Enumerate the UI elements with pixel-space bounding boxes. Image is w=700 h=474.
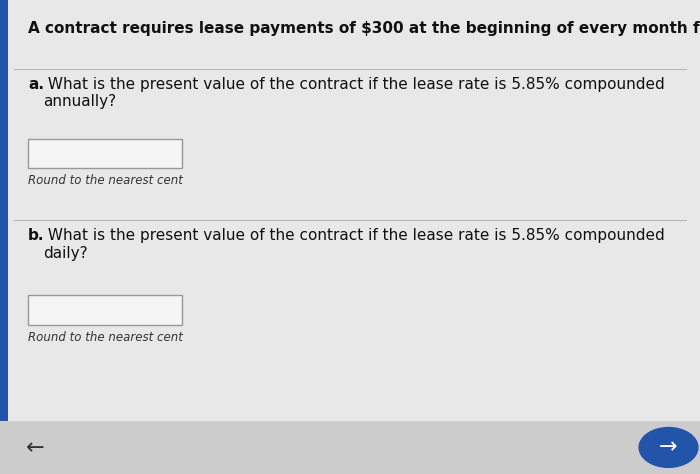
- Circle shape: [639, 428, 698, 467]
- Text: →: →: [659, 438, 678, 457]
- Text: What is the present value of the contract if the lease rate is 5.85% compounded
: What is the present value of the contrac…: [43, 228, 665, 261]
- FancyBboxPatch shape: [0, 0, 8, 427]
- Text: Round to the nearest cent: Round to the nearest cent: [28, 174, 183, 187]
- FancyBboxPatch shape: [0, 0, 700, 427]
- FancyBboxPatch shape: [28, 139, 182, 168]
- Text: What is the present value of the contract if the lease rate is 5.85% compounded
: What is the present value of the contrac…: [43, 77, 665, 109]
- Text: A contract requires lease payments of $300 at the beginning of every month for 5: A contract requires lease payments of $3…: [28, 21, 700, 36]
- FancyBboxPatch shape: [0, 421, 700, 474]
- FancyBboxPatch shape: [28, 295, 182, 325]
- Text: b.: b.: [28, 228, 45, 244]
- Text: Round to the nearest cent: Round to the nearest cent: [28, 331, 183, 344]
- Text: ←: ←: [26, 438, 44, 458]
- Text: a.: a.: [28, 77, 44, 92]
